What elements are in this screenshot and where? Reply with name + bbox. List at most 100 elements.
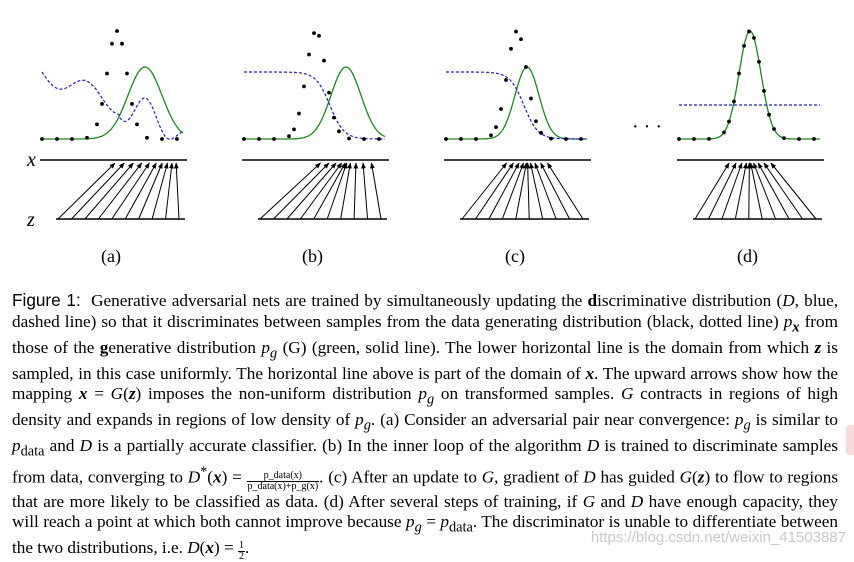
caption-math: x	[205, 538, 214, 558]
data-dot-b	[377, 137, 381, 141]
caption-math: G	[481, 468, 495, 488]
half-numerator: 1	[237, 539, 245, 552]
caption-math: D	[79, 436, 93, 456]
caption-math: p	[440, 512, 449, 532]
data-dot-c	[524, 65, 528, 69]
caption-bold-g: g	[99, 337, 109, 357]
caption-math: g	[363, 417, 371, 434]
data-dot-c	[509, 46, 513, 51]
data-dot-a	[110, 41, 114, 46]
caption-text: ) =	[213, 538, 238, 558]
caption-text: enerative distribution	[108, 337, 262, 357]
data-dot-d	[727, 119, 731, 124]
caption-text: =	[87, 384, 111, 404]
caption-text: iscriminative distribution (	[597, 291, 783, 310]
mapping-arrow-d	[757, 162, 790, 220]
watermark-url: https://blog.csdn.net/weixin_41503887	[590, 529, 846, 546]
panel-label-c: (c)	[505, 246, 525, 267]
caption-text: (	[692, 468, 698, 488]
generator-curve-d	[679, 30, 820, 140]
mapping-arrow-c	[525, 162, 531, 220]
data-dot-d	[692, 137, 696, 141]
mapping-arrow-d	[749, 162, 763, 220]
caption-text: (	[207, 468, 214, 488]
caption-math: D	[187, 468, 201, 488]
data-dot-d	[782, 136, 786, 140]
mapping-arrow-b	[273, 162, 330, 220]
caption-math: p	[418, 384, 427, 404]
caption-math: G	[110, 384, 124, 404]
caption-math: p	[261, 337, 271, 357]
data-dot-a	[95, 122, 99, 127]
mapping-arrow-d	[753, 162, 777, 220]
data-dot-a	[105, 71, 109, 76]
panels-group	[40, 29, 824, 220]
mapping-arrow-b	[340, 162, 352, 220]
mapping-arrow-c	[461, 162, 507, 220]
caption-math: G	[582, 491, 596, 511]
scrollbar-handle[interactable]	[846, 425, 854, 455]
caption-text: on transformed samples.	[434, 384, 621, 404]
data-dot-d	[677, 137, 681, 141]
fraction-numerator: p_data(x)	[246, 470, 320, 482]
data-dot-b	[257, 137, 261, 141]
mapping-arrow-b	[259, 162, 321, 220]
caption-text: has guided	[595, 468, 680, 488]
data-dot-a	[125, 71, 129, 76]
caption-text: is similar to	[750, 410, 838, 430]
caption-text: (	[123, 384, 129, 404]
caption-text: contracts in regions of high density and…	[12, 384, 838, 430]
caption-math: p	[783, 311, 793, 331]
mapping-arrow-c	[529, 162, 544, 220]
data-dot-c	[579, 137, 583, 141]
mapping-arrow-a	[71, 162, 125, 220]
data-dot-a	[40, 137, 44, 141]
data-dot-c	[564, 137, 568, 141]
caption-text: , blue, dashed line) so that it discrimi…	[12, 291, 839, 331]
mapping-arrow-a	[111, 162, 150, 220]
mapping-arrow-a	[124, 162, 157, 220]
data-dot-d	[747, 29, 751, 34]
data-dot-b	[307, 52, 311, 57]
data-dot-a	[120, 41, 124, 46]
data-dot-d	[797, 137, 801, 141]
mapping-arrow-d	[746, 162, 752, 220]
data-dot-b	[242, 137, 246, 141]
caption-text: , gradient of	[494, 468, 584, 488]
caption-text: from those of the	[12, 311, 838, 357]
caption-math: x	[792, 319, 800, 336]
data-dot-c	[489, 133, 493, 138]
mapping-arrow-b	[286, 162, 337, 220]
caption-text: ) =	[221, 468, 242, 488]
caption-math: z	[697, 468, 705, 488]
data-dot-d	[757, 59, 761, 64]
data-dot-b	[297, 111, 301, 116]
mapping-arrow-c	[546, 162, 584, 220]
mapping-arrow-d	[721, 162, 743, 220]
data-dot-b	[317, 33, 321, 38]
discriminator-curve-a	[41, 71, 184, 140]
fraction-denominator: p_data(x)+p_g(x)	[247, 480, 319, 492]
panel-a	[40, 29, 187, 220]
data-dot-b	[302, 84, 306, 89]
data-dot-c	[474, 137, 478, 141]
data-dot-a	[115, 29, 119, 33]
data-dot-d	[772, 127, 776, 131]
caption-math: *	[200, 464, 208, 481]
discriminator-curve-b	[244, 71, 385, 140]
caption-math: D	[586, 436, 600, 456]
mapping-arrow-d	[734, 162, 748, 220]
caption-math: x	[585, 363, 595, 383]
panel-label-b: (b)	[302, 246, 323, 267]
data-dot-c	[504, 78, 508, 82]
panel-label-d: (d)	[737, 246, 758, 267]
mapping-arrow-a	[138, 162, 163, 220]
panel-label-a: (a)	[101, 246, 121, 267]
caption-math: G	[679, 468, 693, 488]
data-dot-d	[732, 99, 736, 104]
mapping-arrow-d	[763, 162, 803, 220]
mapping-arrow-a	[151, 162, 169, 220]
caption-text: (G) (green, solid line). The lower horiz…	[277, 337, 815, 357]
data-dot-a	[175, 137, 179, 141]
